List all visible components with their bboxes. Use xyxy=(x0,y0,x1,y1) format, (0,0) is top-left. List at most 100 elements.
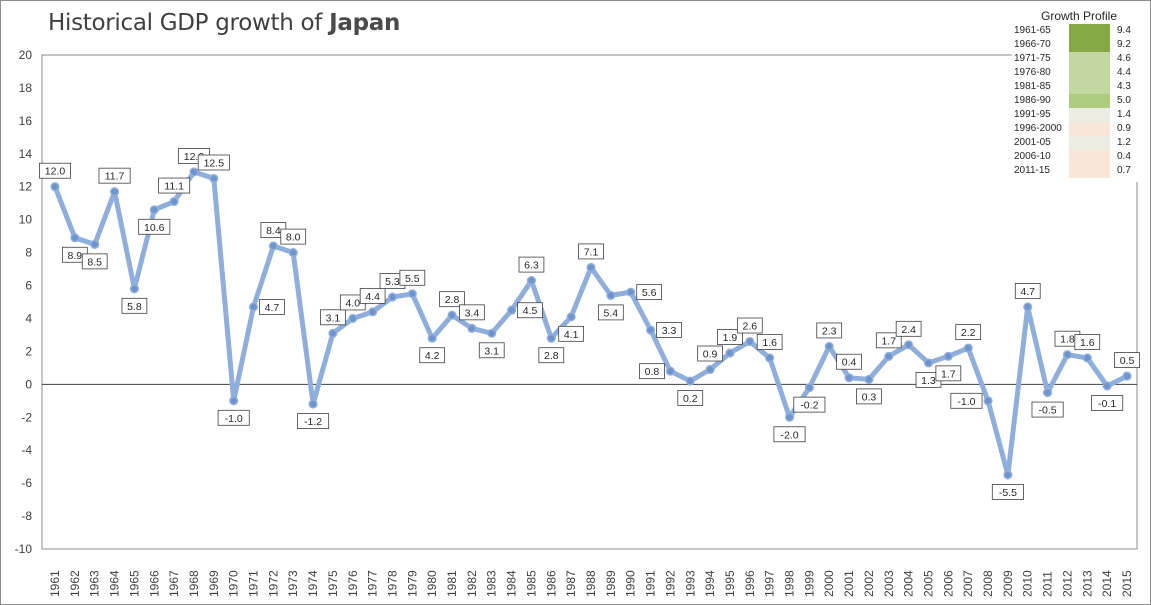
x-tick-label: 1981 xyxy=(445,570,459,597)
data-label-box xyxy=(297,413,330,429)
data-label-text: 0.9 xyxy=(703,349,718,361)
x-tick-label: 1991 xyxy=(644,570,658,597)
legend-swatch xyxy=(1069,24,1110,38)
y-tick-label: 14 xyxy=(19,147,33,161)
data-point xyxy=(804,383,814,393)
data-point xyxy=(288,248,298,258)
data-label-text: 10.6 xyxy=(144,222,165,234)
data-label-text: 2.4 xyxy=(901,324,916,336)
data-label: 5.6 xyxy=(636,284,663,301)
data-label-text: 4.0 xyxy=(345,297,360,309)
legend-value: 9.4 xyxy=(1117,25,1131,36)
legend-swatch xyxy=(1069,38,1110,52)
data-label-box xyxy=(756,334,783,350)
data-point xyxy=(1043,388,1053,398)
data-label-box xyxy=(1091,395,1124,411)
data-point xyxy=(566,312,576,322)
data-label-box xyxy=(598,304,624,321)
data-label: 4.1 xyxy=(558,325,584,342)
legend-period: 1991-95 xyxy=(1014,109,1051,120)
data-label-text: 3.4 xyxy=(465,307,480,319)
data-label-box xyxy=(793,396,826,413)
y-tick-label: 20 xyxy=(19,48,33,62)
legend-value: 4.3 xyxy=(1117,81,1131,92)
data-labels: 12.08.98.511.75.810.611.112.912.5-1.04.7… xyxy=(39,148,1140,500)
data-label-box xyxy=(478,342,505,359)
data-point xyxy=(1122,371,1132,381)
legend-swatch xyxy=(1069,136,1110,150)
x-tick-label: 1988 xyxy=(584,570,598,597)
data-label: 2.8 xyxy=(538,347,565,364)
data-point xyxy=(586,262,596,272)
data-label: -0.1 xyxy=(1091,395,1124,411)
data-label: 1.7 xyxy=(875,332,902,349)
data-label-text: 3.1 xyxy=(484,345,499,357)
data-label-text: 5.8 xyxy=(127,301,142,313)
data-label-text: 3.3 xyxy=(662,325,677,337)
data-point xyxy=(784,412,795,422)
data-point xyxy=(765,353,775,363)
x-tick-label: 2009 xyxy=(1001,570,1015,597)
data-label-text: 5.3 xyxy=(385,276,400,288)
data-label-box xyxy=(736,317,763,334)
legend-row: 1961-65 9.4 xyxy=(1012,24,1138,38)
data-label-text: 5.4 xyxy=(604,307,619,319)
data-label-box xyxy=(280,228,307,245)
data-label-box xyxy=(419,347,446,364)
data-label-box xyxy=(538,347,565,364)
data-point xyxy=(1082,353,1092,363)
x-tick-label: 2013 xyxy=(1080,570,1094,597)
y-tick-label: 8 xyxy=(25,246,32,260)
data-label-text: 0.8 xyxy=(645,366,660,378)
data-point xyxy=(983,396,993,406)
data-label-text: 0.4 xyxy=(842,357,857,369)
x-tick-label: 1982 xyxy=(465,570,479,597)
data-label: 2.4 xyxy=(895,320,922,337)
data-label: 8.4 xyxy=(260,222,287,238)
data-label-box xyxy=(439,291,465,308)
data-label-text: 2.6 xyxy=(743,321,758,333)
data-label-text: -0.2 xyxy=(800,400,818,412)
data-label: 1.6 xyxy=(756,334,783,350)
legend-swatch xyxy=(1069,52,1110,66)
data-label-box xyxy=(320,309,346,326)
data-label-text: 0.5 xyxy=(1120,355,1135,367)
legend-row: 1986-90 5.0 xyxy=(1012,94,1138,108)
data-label: 0.3 xyxy=(856,388,882,405)
data-label-box xyxy=(359,287,386,304)
legend-swatch xyxy=(1069,94,1110,108)
data-point xyxy=(705,364,715,375)
data-label-text: -5.5 xyxy=(999,487,1017,499)
data-label: 2.8 xyxy=(439,291,465,308)
data-point xyxy=(626,287,636,297)
data-point xyxy=(169,197,179,207)
data-label-text: 8.9 xyxy=(68,250,83,262)
chart-title: Historical GDP growth of Japan xyxy=(48,10,400,36)
x-tick-label: 2007 xyxy=(961,570,975,597)
x-tick-label: 1995 xyxy=(723,570,737,597)
data-label: 4.7 xyxy=(259,299,285,315)
data-label-box xyxy=(955,324,982,341)
data-point xyxy=(268,241,278,251)
data-label-text: 4.5 xyxy=(523,305,538,317)
data-label-box xyxy=(518,256,545,273)
data-point xyxy=(90,239,100,249)
data-point xyxy=(904,340,914,350)
data-label: -1.0 xyxy=(950,392,983,409)
data-label: 4.7 xyxy=(1014,283,1041,299)
data-label-box xyxy=(856,388,882,405)
x-tick-label: 1976 xyxy=(346,570,360,597)
data-label: 5.4 xyxy=(598,304,624,321)
title-prefix: Historical GDP growth of xyxy=(48,10,323,36)
data-label-text: 2.8 xyxy=(544,350,559,362)
y-tick-label: 18 xyxy=(19,81,33,95)
data-point xyxy=(725,348,735,358)
data-label: 6.3 xyxy=(518,256,545,273)
legend-row: 1976-80 4.4 xyxy=(1012,66,1138,80)
data-label: -0.5 xyxy=(1031,401,1064,418)
data-label: 10.6 xyxy=(138,218,171,235)
data-label-box xyxy=(39,162,72,179)
legend-period: 1986-90 xyxy=(1014,95,1051,106)
legend-value: 0.4 xyxy=(1117,151,1131,162)
